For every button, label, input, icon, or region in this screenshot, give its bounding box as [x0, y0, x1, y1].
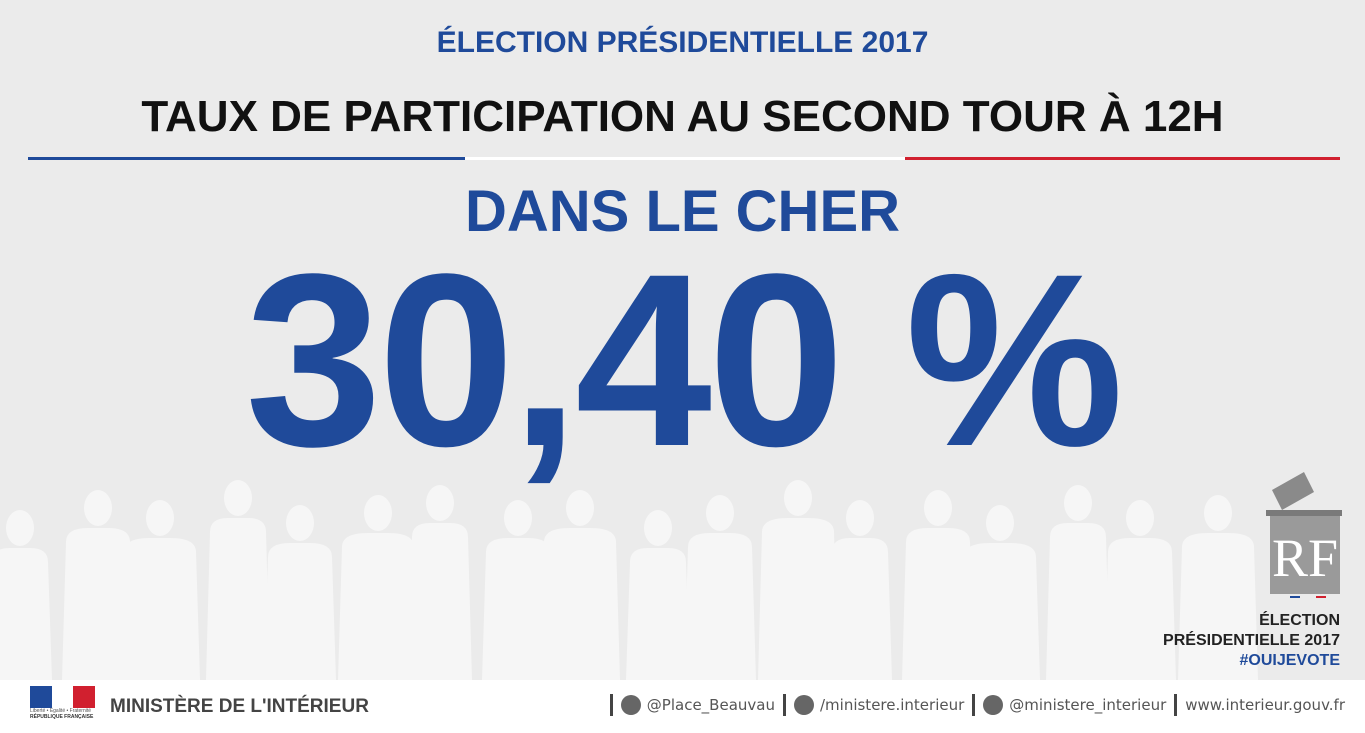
link-text: /ministere.interieur	[819, 696, 965, 714]
person	[1178, 495, 1258, 680]
person	[828, 500, 892, 680]
person	[206, 480, 270, 680]
person	[62, 490, 134, 680]
person	[684, 495, 756, 680]
website-link[interactable]: www.interieur.gouv.fr	[1185, 696, 1345, 714]
instagram-link[interactable]: @ministere_interieur	[983, 695, 1166, 715]
badge-line: #OUIJEVOTE	[1239, 652, 1340, 669]
link-text: @Place_Beauvau	[646, 696, 775, 714]
person	[1104, 500, 1176, 680]
marianne-logo: Liberté • Égalité • Fraternité RÉPUBLIQU…	[30, 686, 96, 720]
footer: Liberté • Égalité • Fraternité RÉPUBLIQU…	[0, 680, 1365, 733]
person	[408, 485, 472, 680]
flag-white	[465, 157, 905, 160]
republic: RÉPUBLIQUE FRANÇAISE	[30, 714, 94, 720]
person	[758, 480, 838, 680]
title: TAUX DE PARTICIPATION AU SECOND TOUR À 1…	[141, 92, 1224, 141]
person	[338, 495, 418, 680]
badge-line: ÉLECTION	[1259, 612, 1340, 629]
person	[1046, 485, 1110, 680]
ministry: MINISTÈRE DE L'INTÉRIEUR	[110, 696, 369, 717]
person	[540, 490, 620, 680]
social-links: @Place_Beauvau /ministere.interieur @min…	[602, 694, 1345, 716]
badge-line: PRÉSIDENTIELLE 2017	[1163, 632, 1340, 649]
ballot-box: RF	[1266, 472, 1342, 598]
person	[902, 490, 974, 680]
badge: ÉLECTION PRÉSIDENTIELLE 2017 #OUIJEVOTE	[1163, 611, 1340, 671]
silhouettes	[0, 480, 1258, 680]
monogram: RF	[1272, 528, 1338, 588]
location: DANS LE CHER	[464, 179, 901, 244]
person	[626, 510, 690, 680]
rate: 30,40 %	[245, 223, 1124, 498]
person	[960, 505, 1040, 680]
facebook-link[interactable]: /ministere.interieur	[793, 695, 965, 715]
supertitle: ÉLECTION PRÉSIDENTIELLE 2017	[436, 26, 929, 59]
person	[264, 505, 336, 680]
person	[482, 500, 554, 680]
flag-red	[905, 157, 1340, 160]
motto: Liberté • Égalité • Fraternité	[30, 708, 92, 714]
link-text: @ministere_interieur	[1009, 696, 1167, 714]
twitter-link[interactable]: @Place_Beauvau	[620, 695, 775, 715]
flag-blue	[28, 157, 465, 160]
person	[0, 510, 52, 680]
link-text: www.interieur.gouv.fr	[1185, 696, 1345, 714]
person	[120, 500, 200, 680]
